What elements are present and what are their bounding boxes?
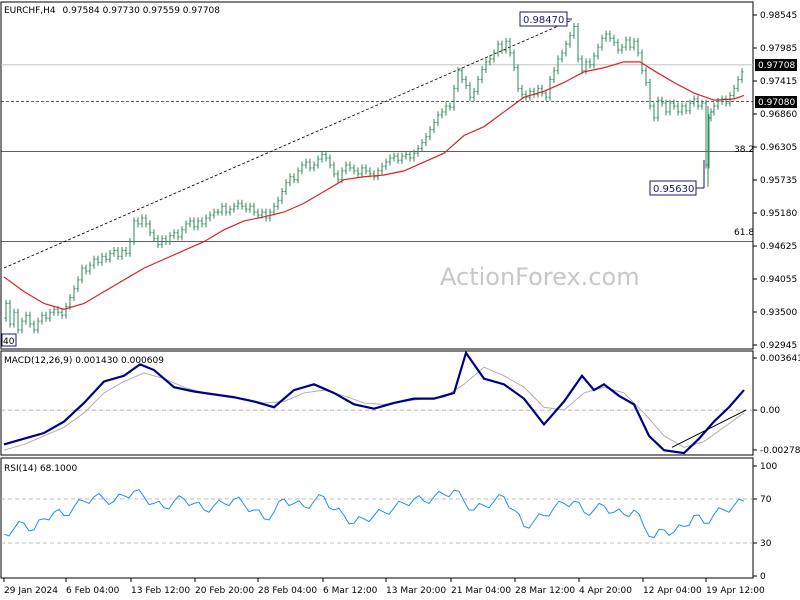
macd-axis: 0.003641 0.00 -0.002788 [753,354,800,456]
time-tick-label: 29 Jan 2024 [4,586,58,596]
price-tick-label: 0.97415 [760,77,797,87]
price-tick-label: 0.96860 [760,110,797,120]
macd-signal-line [3,366,745,451]
price-tick-label: 0.95180 [760,209,797,219]
time-tick-label: 6 Feb 04:00 [66,586,120,596]
left-cut-box [1,333,17,347]
left-cut-annotation: 40 [1,333,17,347]
current-price-tag: 0.97708 [755,59,797,71]
price-tick-label: 0.97985 [760,44,797,54]
macd-title: MACD(12,26,9) 0.001430 0.000609 [4,356,164,366]
level-price-text: 0.97080 [758,98,795,108]
rsi-panel-frame [0,457,754,579]
high-annotation: 0.98470 [519,11,572,27]
moving-average-line [3,61,745,310]
low-annotation: 0.95630 [649,160,705,196]
time-tick-label: 6 Mar 12:00 [323,586,378,596]
price-tick-label: 0.94625 [760,242,797,252]
price-levels [1,64,753,242]
time-tick-label: 21 Mar 04:00 [451,586,511,596]
rsi-levels [1,498,753,544]
symbol-label: EURCHF,H4 0.97584 0.97730 0.97559 0.9770… [4,6,220,16]
price-tick-label: 0.92945 [760,341,797,351]
price-candles [4,22,744,334]
ohlc-text: 0.97584 0.97730 0.97559 0.97708 [63,6,221,16]
watermark: ActionForex.com [440,263,640,291]
current-price-text: 0.97708 [758,61,795,71]
price-tick-label: 0.93500 [760,308,797,318]
high-text: 0.98470 [523,15,564,26]
time-tick-label: 20 Feb 20:00 [195,586,254,596]
price-tick-label: 0.95735 [760,176,797,186]
macd-main-line [3,350,745,455]
symbol-text: EURCHF,H4 [4,6,56,16]
time-tick-label: 28 Feb 04:00 [258,586,317,596]
level-price-tag: 0.97080 [755,96,797,108]
rsi-axis: 100 70 30 0 [753,462,777,582]
time-tick-label: 13 Feb 12:00 [131,586,190,596]
time-tick-label: 19 Apr 12:00 [706,586,765,596]
time-axis: 29 Jan 2024 6 Feb 04:00 13 Feb 12:00 20 Feb… [3,578,765,596]
rsi-tick-label: 100 [760,462,777,472]
rsi-line [3,489,745,539]
rsi-tick-label: 70 [760,495,772,505]
macd-panel-frame [0,350,754,456]
time-tick-label: 28 Mar 12:00 [515,586,575,596]
macd-tick-label: -0.002788 [760,446,800,456]
price-panel-frame [0,1,754,350]
price-tick-label: 0.96305 [760,143,797,153]
left-cut-text: 40 [3,337,15,347]
fib-382-label: 38.2 [734,145,754,155]
current-price-box [755,59,797,71]
rsi-tick-label: 30 [760,539,772,549]
price-tick-label: 0.98545 [760,11,797,21]
price-tick-label: 0.94055 [760,275,797,285]
fib-618-label: 61.8 [734,228,754,238]
level-price-box [755,96,797,108]
upper-channel-line [3,19,573,269]
time-tick-label: 4 Apr 20:00 [579,586,632,596]
macd-tick-label: 0.00 [760,406,780,416]
price-axis: 0.98545 0.97985 0.97415 0.96860 0.96305 0.957… [753,11,797,351]
rsi-tick-label: 0 [760,572,766,582]
macd-trendline [671,409,747,448]
time-tick-label: 12 Apr 04:00 [643,586,702,596]
macd-tick-label: 0.003641 [760,354,800,364]
time-tick-label: 13 Mar 20:00 [386,586,446,596]
low-text: 0.95630 [653,184,694,195]
rsi-title: RSI(14) 68.1000 [4,464,77,474]
